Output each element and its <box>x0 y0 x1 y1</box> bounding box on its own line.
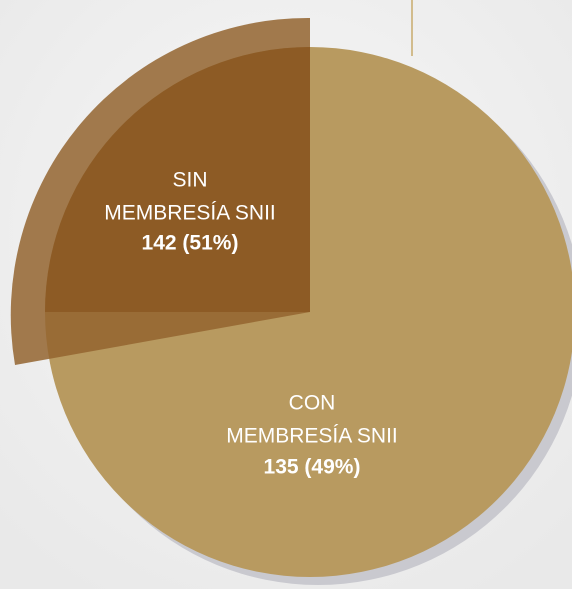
segment-figure: 135 (49%) <box>264 456 361 479</box>
exploded-slice <box>45 47 310 312</box>
segment-label: MEMBRESÍA SNII <box>104 202 276 225</box>
segment-label: MEMBRESÍA SNII <box>226 425 398 448</box>
segment-label: CON <box>289 392 336 415</box>
segment-label: SIN <box>172 169 207 192</box>
segment-figure: 142 (51%) <box>142 232 239 255</box>
